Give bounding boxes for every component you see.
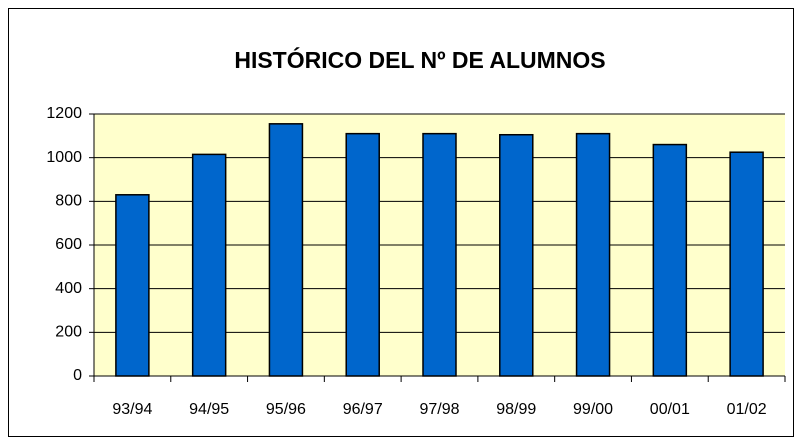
- chart-title: HISTÓRICO DEL Nº DE ALUMNOS: [234, 46, 605, 73]
- x-tick-label: 97/98: [419, 401, 459, 418]
- x-tick-label: 00/01: [650, 401, 690, 418]
- y-tick-label: 600: [55, 236, 82, 253]
- x-tick-label: 95/96: [266, 401, 306, 418]
- x-tick-label: 94/95: [189, 401, 229, 418]
- bar: [575, 132, 611, 377]
- bar: [345, 132, 380, 377]
- y-tick-label: 400: [55, 280, 82, 297]
- x-tick-label: 99/00: [573, 401, 613, 418]
- bar: [115, 194, 150, 377]
- y-tick-label: 0: [73, 367, 82, 384]
- y-tick-label: 800: [55, 193, 82, 210]
- bar: [499, 133, 534, 377]
- x-tick-label: 98/99: [496, 401, 536, 418]
- bar: [652, 143, 688, 377]
- y-tick-label: 200: [55, 324, 82, 341]
- bar: [729, 151, 764, 377]
- y-tick-label: 1000: [46, 149, 82, 166]
- x-tick-label: 93/94: [112, 401, 152, 418]
- bar: [422, 132, 457, 377]
- x-tick-label: 01/02: [727, 401, 767, 418]
- bar: [191, 153, 227, 377]
- bar: [268, 123, 304, 377]
- y-tick-label: 1200: [46, 105, 82, 122]
- x-tick-label: 96/97: [343, 401, 383, 418]
